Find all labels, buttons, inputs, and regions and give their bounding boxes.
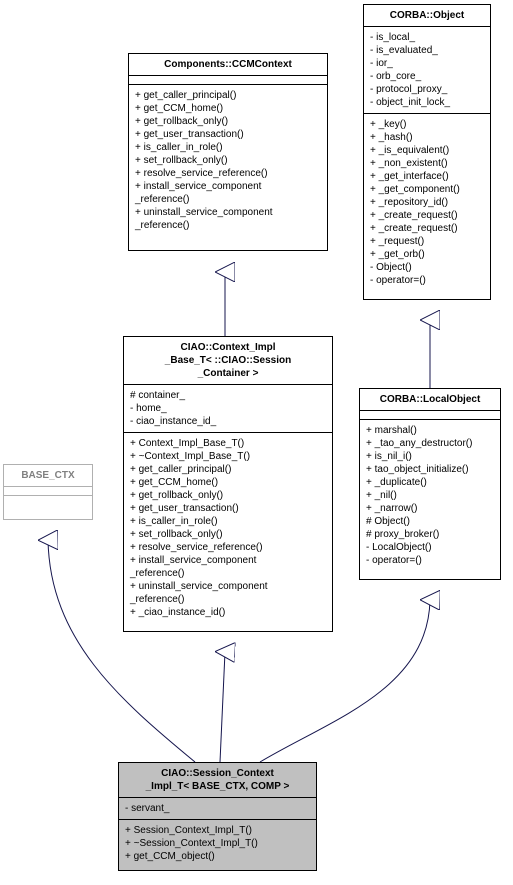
context-impl-attrs: # container_ - home_ - ciao_instance_id_ xyxy=(124,385,332,433)
corba-object-node: CORBA::Object - is_local_ - is_evaluated… xyxy=(363,4,491,300)
ccmcontext-node: Components::CCMContext + get_caller_prin… xyxy=(128,53,328,251)
local-object-title: CORBA::LocalObject xyxy=(360,389,500,411)
corba-object-title: CORBA::Object xyxy=(364,5,490,27)
base-ctx-ops xyxy=(4,496,92,504)
local-object-attrs xyxy=(360,411,500,420)
base-ctx-node: BASE_CTX xyxy=(3,464,93,520)
corba-object-attrs: - is_local_ - is_evaluated_ - ior_ - orb… xyxy=(364,27,490,114)
session-context-attrs: - servant_ xyxy=(119,798,316,820)
base-ctx-title: BASE_CTX xyxy=(4,465,92,487)
context-impl-ops: + Context_Impl_Base_T() + ~Context_Impl_… xyxy=(124,433,332,623)
ccmcontext-attrs xyxy=(129,76,327,85)
ccmcontext-title: Components::CCMContext xyxy=(129,54,327,76)
session-context-ops: + Session_Context_Impl_T() + ~Session_Co… xyxy=(119,820,316,867)
local-object-node: CORBA::LocalObject + marshal() + _tao_an… xyxy=(359,388,501,580)
session-context-node: CIAO::Session_Context _Impl_T< BASE_CTX,… xyxy=(118,762,317,871)
base-ctx-attrs xyxy=(4,487,92,496)
local-object-ops: + marshal() + _tao_any_destructor() + is… xyxy=(360,420,500,571)
context-impl-node: CIAO::Context_Impl _Base_T< ::CIAO::Sess… xyxy=(123,336,333,632)
context-impl-title: CIAO::Context_Impl _Base_T< ::CIAO::Sess… xyxy=(124,337,332,385)
corba-object-ops: + _key() + _hash() + _is_equivalent() + … xyxy=(364,114,490,291)
session-context-title: CIAO::Session_Context _Impl_T< BASE_CTX,… xyxy=(119,763,316,798)
ccmcontext-ops: + get_caller_principal() + get_CCM_home(… xyxy=(129,85,327,236)
